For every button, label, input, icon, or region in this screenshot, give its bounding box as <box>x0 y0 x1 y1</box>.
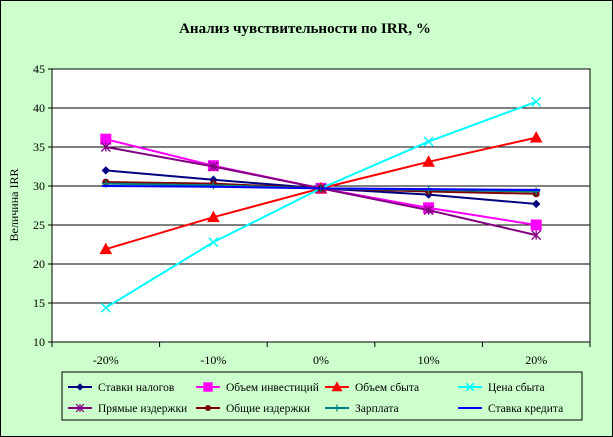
data-point <box>208 237 219 248</box>
legend-marker <box>203 382 213 392</box>
y-tick-label: 40 <box>33 101 45 115</box>
x-tick-label: 10% <box>418 353 440 367</box>
data-point <box>209 181 218 190</box>
y-tick-label: 20 <box>33 257 45 271</box>
y-tick-label: 35 <box>33 140 45 154</box>
legend-label: Цена сбыта <box>488 382 545 394</box>
legend-marker <box>331 381 343 392</box>
legend-label: Объем инвестиций <box>226 382 319 394</box>
x-tick-label: -10% <box>200 353 226 367</box>
data-point <box>100 302 111 313</box>
legend-label: Зарплата <box>355 403 399 415</box>
chart-title: Анализ чувствительности по IRR, % <box>179 21 431 37</box>
y-tick-label: 25 <box>33 218 45 232</box>
legend-label: Общие издержки <box>226 403 310 415</box>
legend-marker <box>204 404 212 412</box>
data-point <box>208 161 219 172</box>
y-tick-label: 15 <box>33 296 45 310</box>
legend-label: Ставки налогов <box>98 382 175 394</box>
y-tick-label: 30 <box>33 179 45 193</box>
y-tick-label: 10 <box>33 335 45 349</box>
data-point <box>531 230 542 241</box>
data-point <box>531 96 542 107</box>
x-tick-label: 0% <box>313 353 329 367</box>
data-point <box>422 155 435 167</box>
legend-label: Объем сбыта <box>355 382 419 394</box>
x-tick-label: -20% <box>93 353 119 367</box>
data-point <box>207 210 220 223</box>
plot-area <box>51 68 591 343</box>
y-tick-label: 45 <box>33 62 45 76</box>
data-point <box>423 136 434 147</box>
legend-box <box>61 371 583 421</box>
legend: Ставки налогов Объем инвестиций Объем сбыт… <box>61 371 583 421</box>
data-point <box>529 131 543 143</box>
data-point <box>101 166 111 175</box>
legend-marker <box>76 383 84 391</box>
grid-lines <box>52 107 590 304</box>
legend-marker <box>465 382 475 392</box>
data-point <box>99 242 113 255</box>
legend-marker <box>75 403 85 413</box>
data-point <box>530 219 542 231</box>
legend-marker <box>333 404 341 412</box>
series-group <box>99 96 543 313</box>
x-tick-label: 20% <box>525 353 547 367</box>
legend-label: Прямые издержки <box>98 403 187 415</box>
data-point <box>100 142 111 152</box>
data-point <box>532 187 541 196</box>
legend-label: Ставка кредита <box>488 403 563 415</box>
data-point <box>531 199 541 209</box>
y-axis-title: Величина IRR <box>7 169 21 242</box>
data-point <box>423 205 434 216</box>
axes: 10 15 20 25 30 35 40 45 -20% -10% 0% 10% 20% <box>33 62 591 367</box>
